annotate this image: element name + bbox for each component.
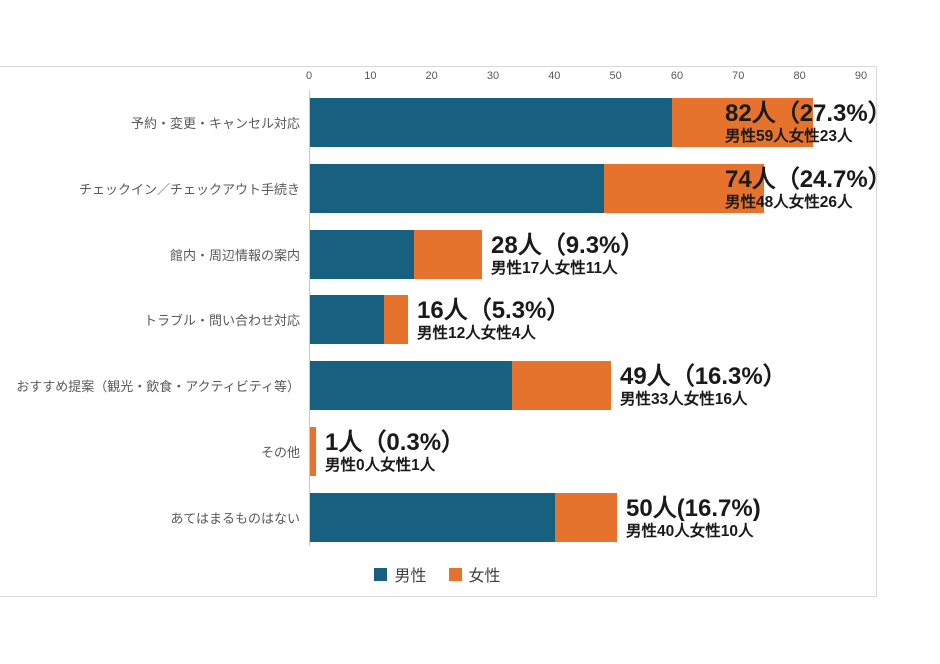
x-axis-tick-label: 70 (732, 70, 745, 82)
data-label: 49人（16.3%） 男性33人女性16人 (620, 361, 787, 410)
data-label-total: 82人（27.3%） (725, 99, 892, 127)
x-axis-tick-label: 30 (486, 70, 500, 82)
data-label-total: 1人（0.3%） (325, 428, 466, 456)
legend-label-female: 女性 (468, 568, 501, 585)
legend-item-male: 男性 (374, 562, 427, 586)
bar-female-segment (384, 295, 408, 344)
bar-male-segment (310, 295, 384, 344)
category-label: チェックイン／チェックアウト手続き (78, 182, 300, 197)
legend: 男性 女性 (0, 562, 877, 586)
data-label: 1人（0.3%） 男性0人女性1人 (325, 427, 465, 476)
x-axis-tick-label: 40 (548, 70, 561, 82)
data-label-breakdown: 男性12人女性4人 (417, 324, 536, 342)
legend-label-male: 男性 (394, 568, 427, 585)
data-label: 50人(16.7%) 男性40人女性10人 (626, 493, 761, 542)
bar-female-segment (512, 361, 611, 410)
bar-row (310, 295, 408, 344)
category-label: その他 (260, 445, 300, 460)
data-label: 16人（5.3%） 男性12人女性4人 (417, 295, 570, 344)
bar-female-segment (310, 427, 316, 476)
bar-female-segment (414, 230, 482, 279)
male-color-swatch-icon (374, 567, 388, 581)
category-label: あてはまるものはない (170, 511, 300, 526)
x-axis-tick-label: 80 (793, 70, 806, 82)
data-label-breakdown: 男性0人女性1人 (325, 456, 436, 474)
bar-male-segment (310, 230, 414, 279)
female-color-swatch-icon (448, 567, 462, 581)
x-axis-tick-label: 0 (305, 70, 313, 82)
bar-male-segment (310, 164, 604, 213)
category-label: おすすめ提案（観光・飲食・アクティビティ等） (16, 379, 300, 394)
category-label: トラブル・問い合わせ対応 (143, 313, 300, 328)
x-axis-tick-label: 90 (854, 70, 868, 82)
data-label-total: 28人（9.3%） (491, 231, 645, 259)
x-axis-tick-label: 20 (425, 70, 438, 82)
data-label-breakdown: 男性17人女性11人 (491, 259, 618, 277)
category-axis-line (309, 90, 310, 546)
data-label-breakdown: 男性33人女性16人 (620, 390, 748, 408)
bar-female-segment (555, 493, 617, 542)
data-label-breakdown: 男性59人女性23人 (725, 127, 853, 145)
bar-row (310, 230, 482, 279)
x-axis-tick-label: 60 (670, 70, 684, 82)
bar-male-segment (310, 493, 555, 542)
chart-frame (0, 66, 877, 597)
bar-row (310, 361, 611, 410)
data-label: 82人（27.3%） 男性59人女性23人 (725, 98, 892, 147)
bar-row (310, 427, 316, 476)
bar-row (310, 493, 617, 542)
category-label: 予約・変更・キャンセル対応 (130, 116, 300, 131)
data-label-total: 16人（5.3%） (417, 296, 571, 324)
bar-female-segment (604, 164, 764, 213)
category-label: 館内・周辺情報の案内 (169, 248, 300, 263)
legend-item-female: 女性 (448, 562, 501, 586)
x-axis-tick-label: 10 (364, 70, 377, 82)
x-axis-tick-label: 50 (609, 70, 622, 82)
data-label-total: 74人（24.7%） (725, 165, 892, 193)
data-label-breakdown: 男性48人女性26人 (725, 193, 853, 211)
data-label-breakdown: 男性40人女性10人 (626, 522, 754, 540)
data-label-total: 50人(16.7%) (626, 494, 761, 522)
bar-male-segment (310, 361, 512, 410)
data-label: 28人（9.3%） 男性17人女性11人 (491, 230, 644, 279)
bar-male-segment (310, 98, 672, 147)
bar-row (310, 98, 813, 147)
bar-female-segment (672, 98, 813, 147)
bar-row (310, 164, 764, 213)
data-label: 74人（24.7%） 男性48人女性26人 (725, 164, 892, 213)
data-label-total: 49人（16.3%） (620, 362, 787, 390)
